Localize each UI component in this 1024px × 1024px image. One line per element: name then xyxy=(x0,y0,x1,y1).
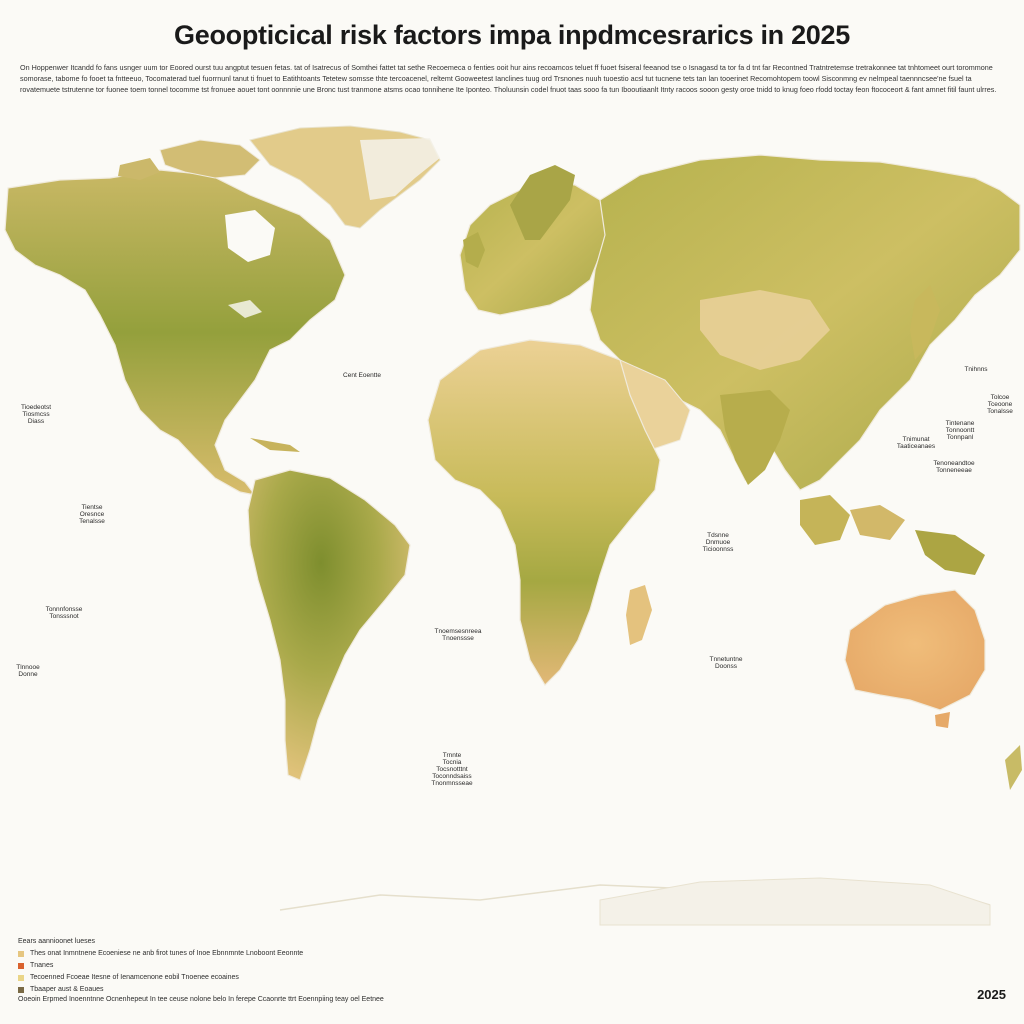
callout-south-atlantic: Tnoemsesnreea Tnoenssse xyxy=(434,628,482,642)
callout-north-west-pacific: Tolcoe Tceoone Tonalsse xyxy=(987,394,1013,415)
legend-label: Tnanes xyxy=(30,962,54,969)
legend-title: Eears aannioonet lueses xyxy=(18,938,96,945)
antarctica-ice xyxy=(599,877,991,926)
callout-east-pacific: Tientse Oresnce Tenalsse xyxy=(79,504,105,525)
british-isles xyxy=(463,232,485,268)
callout-philippine-sea: Tenoneandtoe Tonneneeae xyxy=(933,460,975,474)
callout-south-pacific: Tonnnfonsse Tonsssnot xyxy=(45,606,83,620)
great-lakes xyxy=(228,300,262,318)
greenland-ice xyxy=(360,138,440,200)
arctic-archipelago xyxy=(159,139,261,179)
callout-far-south-pacific: Tlnnooe Donne xyxy=(16,664,40,678)
legend-item: Thes onat Inmntnene Ecoeniese ne anb fir… xyxy=(18,948,578,960)
map-legend: Eears aannioonet lueses Thes onat Inmntn… xyxy=(18,936,578,996)
australia-landmass xyxy=(844,589,986,711)
scandinavia xyxy=(510,165,575,240)
africa-landmass xyxy=(427,339,661,686)
callout-south-indian-ocean: Tnnetuntne Doonss xyxy=(709,656,743,670)
indian-subcontinent xyxy=(720,390,790,485)
legend-item: Tecoenned Fcoeae Itesne of Ienamcenone e… xyxy=(18,972,578,984)
legend-swatch xyxy=(18,975,24,981)
legend-footnote: Ooeoin Erpmed Inoenntnne Ocnenhepeut In … xyxy=(18,996,384,1003)
legend-swatch xyxy=(18,951,24,957)
central-asia-plateau xyxy=(700,290,830,370)
callout-southern-ocean: Trnnte Tocnia Tocsnotttnt Toconndsaiss T… xyxy=(431,752,473,787)
north-america-landmass xyxy=(4,169,346,496)
callout-japan-sea: Tnihnns xyxy=(964,366,988,373)
year-label: 2025 xyxy=(977,987,1006,1002)
legend-item: Tbaaper aust & Eoaues xyxy=(18,984,578,996)
madagascar xyxy=(626,585,652,645)
arctic-islands-2 xyxy=(118,158,160,180)
caribbean-islands xyxy=(250,438,300,452)
japan xyxy=(910,285,940,360)
legend-swatch xyxy=(18,987,24,993)
indonesia-islands xyxy=(850,505,905,540)
legend-swatch xyxy=(18,963,24,969)
callout-north-pacific: Tioedeotst Tiosmcss Diass xyxy=(20,404,52,425)
intro-paragraph: On Hoppenwer Itcandd fo fans usnger uum … xyxy=(20,63,997,94)
new-zealand xyxy=(1005,745,1022,790)
hudson-bay xyxy=(225,210,275,262)
map-title: Geoopticical risk factors impa inpdmcesr… xyxy=(174,20,850,50)
callout-east-asia: Tnimunat Taaticeanaes xyxy=(896,436,936,450)
tasmania xyxy=(935,712,950,728)
callout-west-pacific: Tintenane Tonnoontt Tonnpanl xyxy=(945,420,975,441)
south-america-landmass xyxy=(247,469,411,781)
southeast-asia-islands xyxy=(800,495,850,545)
new-guinea xyxy=(915,530,985,575)
legend-label: Thes onat Inmntnene Ecoeniese ne anb fir… xyxy=(30,950,304,957)
legend-label: Tecoenned Fcoeae Itesne of Ienamcenone e… xyxy=(30,974,239,981)
callout-north-atlantic: Cent Eoentte xyxy=(343,372,381,379)
legend-item: Tnanes xyxy=(18,960,578,972)
legend-label: Tbaaper aust & Eoaues xyxy=(30,986,104,993)
callout-west-indian-ocean: Tdsnne Dnmuoe Ticioonnss xyxy=(702,532,734,553)
